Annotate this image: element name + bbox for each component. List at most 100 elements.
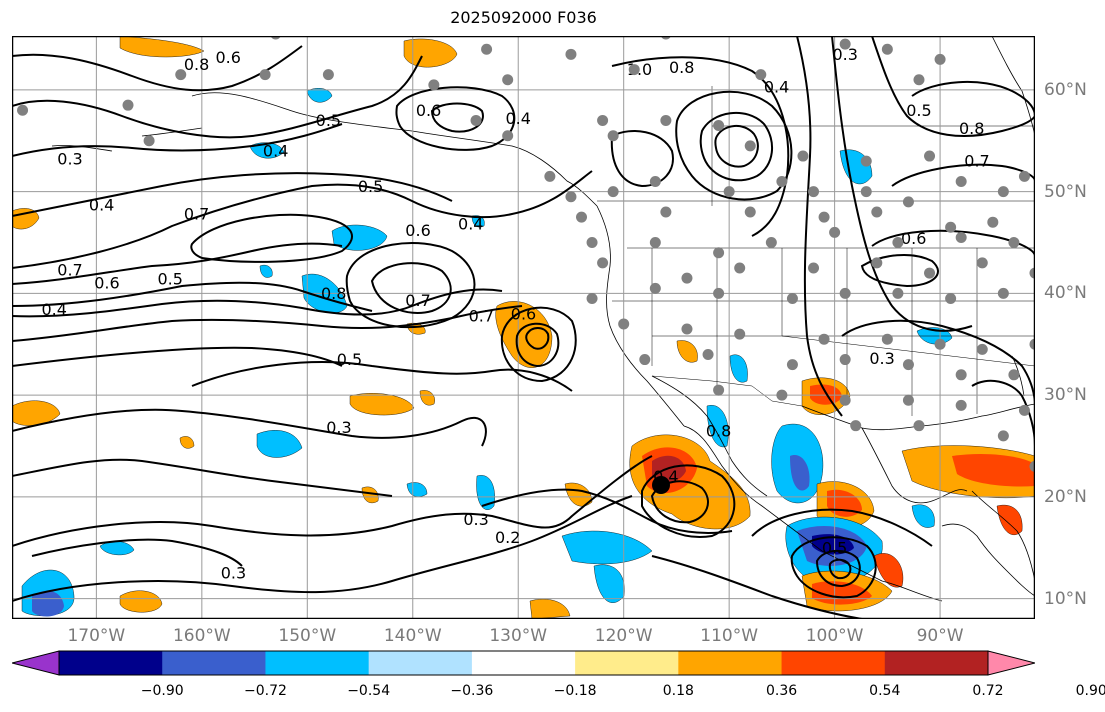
longitude-label: 150°W — [278, 626, 337, 646]
coastlines — [51, 36, 1035, 602]
anomaly-blob — [561, 530, 653, 565]
contour-lines — [12, 36, 1035, 619]
contour-line — [12, 458, 393, 497]
contour-label: 0.7 — [964, 152, 989, 171]
contour-line — [841, 319, 1035, 407]
colorbar-segment — [678, 651, 783, 675]
station-markers — [17, 36, 1035, 472]
contour-line — [12, 242, 343, 285]
station-dot — [755, 69, 767, 81]
station-dot — [744, 206, 756, 218]
contour-line — [12, 123, 343, 157]
station-dot — [881, 43, 893, 55]
contour-line — [12, 455, 653, 547]
longitude-label: 110°W — [700, 626, 759, 646]
station-dot — [976, 343, 988, 355]
colorbar-segment — [471, 651, 576, 675]
anomaly-blob — [790, 455, 810, 491]
station-dot — [839, 287, 851, 299]
tropical-storm-marker — [652, 476, 670, 494]
coastline — [861, 427, 968, 504]
station-dot — [976, 257, 988, 269]
anomaly-blob — [564, 482, 593, 507]
contour-line — [12, 170, 593, 269]
station-dot — [259, 69, 271, 81]
station-dot — [987, 216, 999, 228]
station-dot — [607, 186, 619, 198]
station-dot — [776, 389, 788, 401]
contour-line — [515, 322, 560, 368]
station-dot — [924, 267, 936, 279]
contour-line — [699, 111, 774, 182]
colorbar-extend-high — [987, 650, 1035, 676]
colorbar-segment — [59, 651, 163, 675]
station-dot — [428, 79, 440, 91]
station-dot — [913, 74, 925, 86]
station-dot — [934, 338, 946, 350]
station-dot — [1008, 369, 1020, 381]
contour-label: 0.3 — [463, 510, 488, 529]
colorbar-tick-label: −0.54 — [347, 683, 391, 699]
political-borders — [597, 86, 1035, 416]
station-dot — [902, 359, 914, 371]
map-panel: 0.8 0.6 0.5 0.4 0.3 0.6 0.4 0.5 0.4 0.7 0.6 0.4 0.7 0… — [12, 36, 1035, 619]
contour-line — [12, 305, 523, 342]
station-dot — [470, 114, 482, 126]
station-dot — [660, 114, 672, 126]
anomaly-blob — [593, 564, 625, 603]
station-dot — [881, 333, 893, 345]
station-dot — [786, 359, 798, 371]
station-dot — [808, 262, 820, 274]
border — [651, 248, 978, 416]
anomaly-blob — [952, 453, 1035, 487]
latitude-label: 60°N — [1044, 79, 1087, 100]
station-dot — [639, 354, 651, 366]
contour-label: 0.4 — [458, 215, 483, 234]
map-title: 2025092000 F036 — [450, 8, 597, 27]
station-dot — [597, 114, 609, 126]
border — [612, 300, 1035, 367]
latitude-label: 40°N — [1044, 283, 1087, 304]
contour-label: 0.7 — [57, 261, 82, 280]
station-dot — [839, 38, 851, 50]
station-dot — [786, 293, 798, 305]
station-dot — [892, 237, 904, 249]
contour-line — [12, 288, 503, 318]
contour-label: 0.8 — [184, 55, 209, 74]
contour-label: 0.4 — [41, 300, 66, 319]
anomaly-blob — [839, 149, 873, 185]
station-dot — [586, 237, 598, 249]
station-dot — [808, 186, 820, 198]
coastline — [683, 425, 943, 602]
contour-labels: 0.8 0.6 0.5 0.4 0.3 0.6 0.4 0.5 0.4 0.7 0.6 0.4 0.7 0… — [41, 45, 989, 583]
contour-line — [796, 36, 843, 417]
anomaly-blob — [32, 590, 64, 617]
colorbar-segment — [265, 651, 370, 675]
station-dot — [924, 150, 936, 162]
station-dot — [902, 196, 914, 208]
contour-label: 0.2 — [495, 528, 520, 547]
contour-label: 0.4 — [263, 141, 288, 160]
station-dot — [17, 104, 29, 116]
station-dot — [481, 43, 493, 55]
contour-line — [971, 379, 1035, 447]
anomaly-blob — [996, 504, 1023, 536]
station-dot — [776, 175, 788, 187]
map-border — [12, 36, 1035, 619]
contour-label: 0.4 — [764, 77, 789, 96]
contour-line — [12, 346, 343, 367]
station-dot — [502, 130, 514, 142]
station-dot — [839, 354, 851, 366]
station-dot — [565, 191, 577, 203]
anomaly-blob — [119, 590, 163, 613]
station-dot — [945, 293, 957, 305]
station-dot — [122, 99, 134, 111]
station-dot — [649, 175, 661, 187]
colorbar-tick-label: 0.36 — [765, 683, 798, 699]
colorbar-segment — [368, 651, 473, 675]
border — [711, 86, 1035, 206]
contour-line — [675, 90, 793, 201]
contour-line — [911, 81, 1035, 117]
contour-label: 0.3 — [326, 418, 351, 437]
contour-line — [611, 56, 790, 237]
